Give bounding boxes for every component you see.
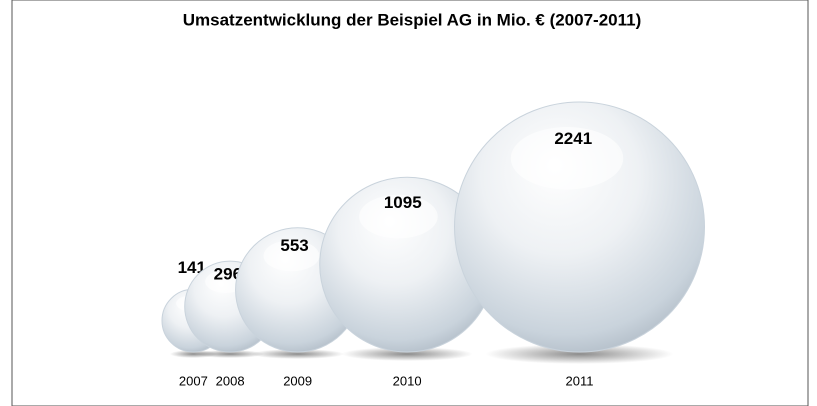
frame — [11, 0, 809, 406]
x-tick-label: 2009 — [283, 373, 312, 388]
value-label: 296 — [214, 264, 242, 283]
value-label: 1095 — [384, 193, 422, 212]
value-label: 553 — [280, 236, 308, 255]
value-label: 2241 — [554, 129, 592, 148]
x-tick-label: 2011 — [566, 373, 594, 388]
bubble-shadow — [341, 347, 473, 361]
bubble-highlight — [263, 240, 320, 272]
x-tick-label: 2007 — [179, 373, 208, 388]
bubble-highlight — [510, 127, 624, 190]
bubble-shadow — [196, 350, 265, 358]
bubble-shadow — [251, 349, 345, 359]
x-tick-label: 2010 — [393, 373, 422, 388]
value-label: 141 — [178, 258, 206, 277]
bubble-shadow — [485, 344, 674, 364]
chart-title: Umsatzentwicklung der Beispiel AG in Mio… — [183, 10, 642, 29]
bubble-highlight — [359, 194, 438, 239]
x-tick-label: 2008 — [216, 373, 245, 388]
plot-area: 141 2007 296 2008 553 2009 1095 2010 2241 2011 — [161, 101, 706, 388]
